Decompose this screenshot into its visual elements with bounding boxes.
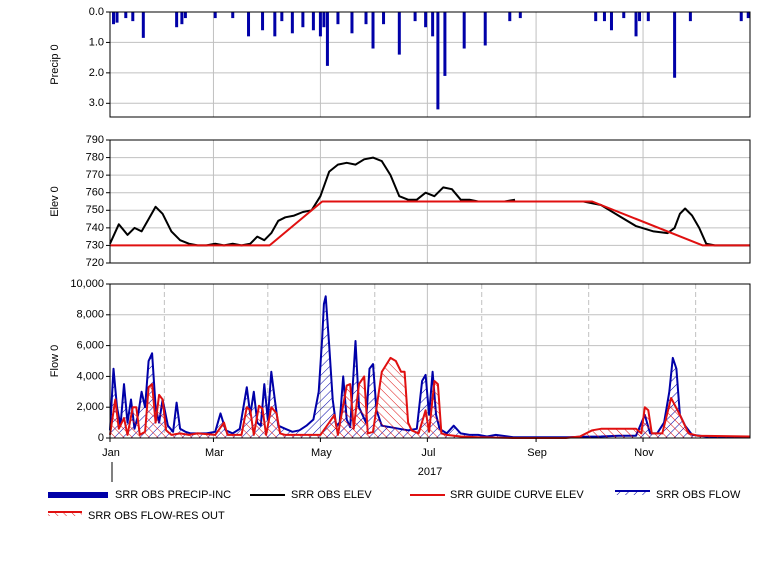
y-tick-label: 1.0 <box>89 36 104 48</box>
bar <box>397 12 401 55</box>
bar <box>336 12 340 25</box>
y-tick-label: 750 <box>86 204 104 216</box>
legend-hatch <box>48 512 82 516</box>
bar <box>325 12 329 66</box>
bar <box>483 12 487 46</box>
x-tick-label: Jan <box>102 447 120 459</box>
bar <box>350 12 354 34</box>
plot-area <box>109 156 750 247</box>
bar <box>124 12 128 19</box>
bar <box>247 12 251 37</box>
bar <box>746 12 750 19</box>
bar <box>609 12 613 31</box>
line <box>109 356 751 439</box>
bar <box>382 12 386 25</box>
plot-area <box>109 295 751 439</box>
plot-frame <box>109 139 751 264</box>
bar <box>213 12 217 19</box>
x-tick-label: Jul <box>421 447 435 459</box>
y-tick-label: 760 <box>86 187 104 199</box>
bar <box>180 12 184 25</box>
legend-label: SRR OBS FLOW-RES OUT <box>88 510 225 522</box>
legend-label: SRR OBS FLOW <box>656 489 741 501</box>
bar <box>273 12 277 37</box>
bar <box>443 12 447 76</box>
legend-label: SRR OBS PRECIP-INC <box>115 489 231 501</box>
x-tick-label: Nov <box>634 447 654 459</box>
plot-area <box>112 12 750 110</box>
line <box>110 200 750 247</box>
bar <box>115 12 119 23</box>
bar <box>739 12 743 22</box>
bar <box>112 12 116 25</box>
y-tick-label: 0 <box>98 432 104 444</box>
bar <box>131 12 135 22</box>
bar <box>301 12 305 28</box>
plot-frame <box>109 11 751 118</box>
bar <box>311 12 315 31</box>
bar <box>175 12 179 28</box>
bar <box>508 12 512 22</box>
bar <box>431 12 435 37</box>
bar <box>602 12 606 22</box>
bar <box>280 12 284 22</box>
bar <box>638 12 642 22</box>
bar <box>371 12 375 49</box>
y-tick-label: 6,000 <box>76 340 104 352</box>
y-tick-label: 3.0 <box>89 97 104 109</box>
x-tick-label: May <box>311 447 332 459</box>
legend-label: SRR GUIDE CURVE ELEV <box>450 489 584 501</box>
x-tick-label: Mar <box>205 447 224 459</box>
y-tick-label: 8,000 <box>76 309 104 321</box>
y-tick-label: 730 <box>86 239 104 251</box>
bar <box>634 12 638 37</box>
bar <box>413 12 417 22</box>
y-tick-label: 4,000 <box>76 370 104 382</box>
bar <box>646 12 650 22</box>
bar <box>518 12 522 19</box>
bar <box>462 12 466 49</box>
bar <box>594 12 598 22</box>
y-tick-label: 10,000 <box>70 278 104 290</box>
y-tick-label: 720 <box>86 257 104 269</box>
y-tick-label: 780 <box>86 151 104 163</box>
y-tick-label: 770 <box>86 169 104 181</box>
y-axis-label: Precip 0 <box>49 44 61 84</box>
x-tick-label: Sep <box>527 447 547 459</box>
y-tick-label: 740 <box>86 222 104 234</box>
y-tick-label: 790 <box>86 134 104 146</box>
bar <box>436 12 440 110</box>
legend-label: SRR OBS ELEV <box>291 489 372 501</box>
y-tick-label: 2,000 <box>76 401 104 413</box>
y-axis-label: Flow 0 <box>49 345 61 377</box>
bar <box>673 12 677 78</box>
y-tick-label: 0.0 <box>89 6 104 18</box>
bar <box>322 12 326 28</box>
bar <box>688 12 692 22</box>
y-tick-label: 2.0 <box>89 67 104 79</box>
bar <box>318 12 322 37</box>
bar <box>261 12 265 31</box>
bar <box>141 12 145 38</box>
legend-hatch <box>615 491 650 495</box>
bar <box>622 12 626 19</box>
x-axis-label: 2017 <box>418 466 442 478</box>
bar <box>364 12 368 25</box>
y-axis-label: Elev 0 <box>49 186 61 217</box>
bar <box>424 12 428 28</box>
bar <box>183 12 187 19</box>
bar <box>290 12 294 34</box>
plot-frame <box>109 283 751 439</box>
bar <box>231 12 235 19</box>
